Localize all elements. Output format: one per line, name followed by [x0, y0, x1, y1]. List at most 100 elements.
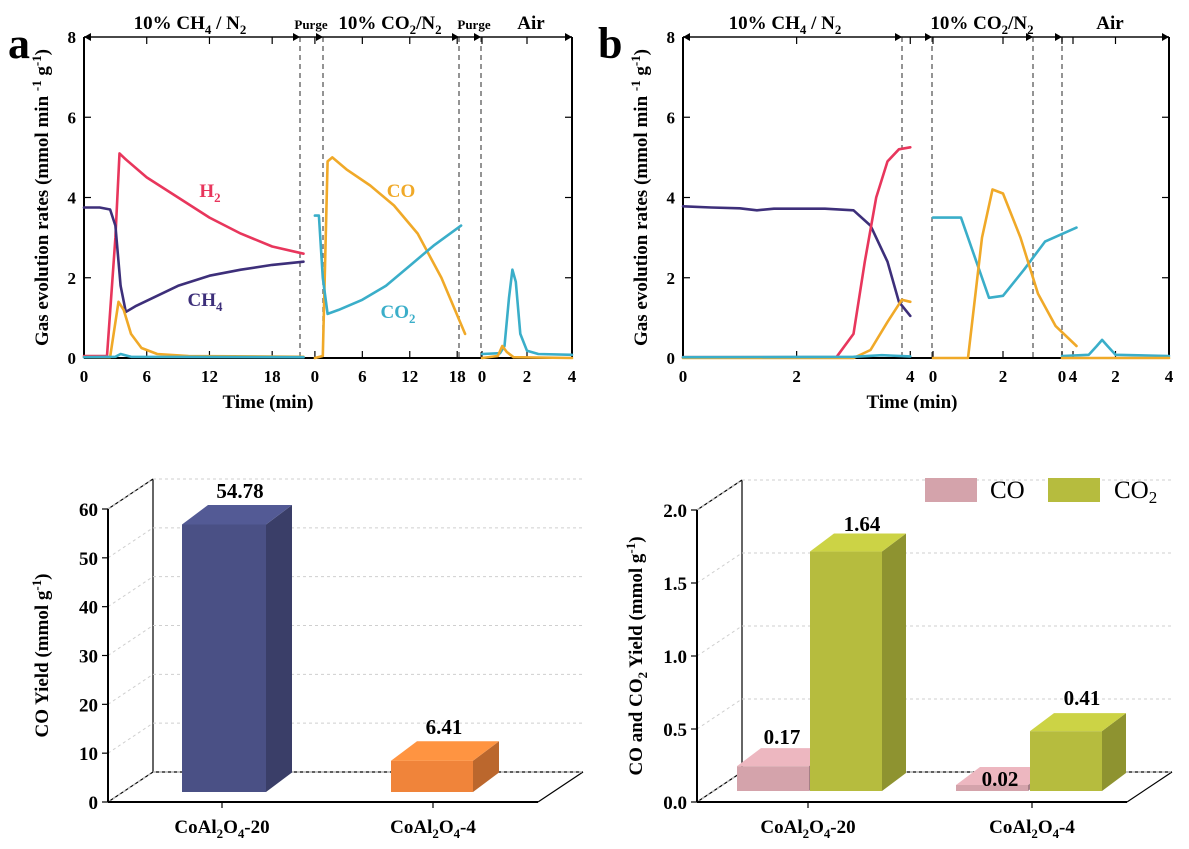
series-ch4-line	[681, 205, 912, 318]
x-tick-label: 4	[1069, 367, 1078, 386]
legend-label-co2: CO2	[1114, 477, 1157, 507]
y-tick-label: 20	[79, 695, 98, 716]
series-co2-line	[931, 216, 1078, 300]
top-depth-edge	[107, 478, 154, 510]
phase-arrowhead	[316, 33, 323, 41]
gridline-side	[696, 698, 743, 730]
bar-front-co	[956, 785, 1028, 791]
gridline-side	[107, 625, 154, 656]
category-label: CoAl2O4-20	[760, 817, 855, 841]
x-tick-label: 2	[523, 367, 532, 386]
series-co2-line	[1060, 338, 1171, 358]
gridline-side	[696, 552, 743, 584]
y-tick-label: 2.0	[663, 501, 687, 522]
phase-arrowhead	[452, 33, 459, 41]
x-tick-label: 18	[264, 367, 281, 386]
bar-top	[391, 741, 499, 761]
y-axis-label: Gas evolution rates (mmol min -1 g-1)	[29, 49, 53, 346]
bar-front-co	[391, 760, 473, 792]
bar-top	[956, 767, 1052, 785]
x-tick-label: 0	[929, 367, 938, 386]
phase-arrowhead	[293, 33, 300, 41]
bar-value-label: 0.41	[1064, 686, 1101, 710]
y-axis-label: CO Yield (mmol g-1)	[29, 574, 53, 738]
series-co2-line	[82, 352, 305, 359]
x-tick-label: 2	[999, 367, 1008, 386]
annotation-co2: CO2	[381, 302, 416, 326]
x-tick-label: 2	[792, 367, 801, 386]
phase-arrowhead	[683, 33, 690, 41]
x-tick-label: 0	[311, 367, 320, 386]
x-tick-label: 4	[906, 367, 915, 386]
floor-depth-edge-right	[537, 771, 584, 803]
y-tick-label: 0	[667, 349, 676, 368]
phase-arrowhead	[895, 33, 902, 41]
phase-label: Air	[517, 13, 545, 34]
bar-value-label: 0.17	[764, 725, 801, 749]
floor-depth-edge-right	[1126, 771, 1173, 803]
gridline-side	[107, 576, 154, 608]
category-label: CoAl2O4-20	[174, 817, 269, 841]
phase-arrowhead	[565, 33, 572, 41]
phase-label: 10% CO2/N2	[930, 13, 1033, 37]
series-co-line	[82, 300, 305, 359]
gridline-side	[107, 722, 154, 754]
bar-front-co2	[810, 551, 882, 791]
floor-depth-edge-left	[107, 771, 154, 803]
bar-top	[1030, 713, 1126, 732]
y-tick-label: 40	[79, 598, 98, 619]
bar-side	[1102, 713, 1126, 791]
y-tick-label: 30	[79, 647, 98, 668]
y-tick-label: 4	[68, 189, 77, 208]
series-co-line	[681, 298, 912, 360]
y-axis-label: Gas evolution rates (mmol min -1 g-1)	[628, 49, 652, 346]
phase-arrowhead	[1162, 33, 1169, 41]
y-tick-label: 8	[68, 28, 77, 47]
x-tick-label: 0	[478, 367, 487, 386]
panel-a: a 0 2 4 6 8 Gas evolution rates (mmol min -1 g…	[8, 13, 577, 413]
legend: CO CO2	[925, 477, 1157, 507]
bar-side	[473, 741, 499, 792]
x-tick-label: 4	[1165, 367, 1174, 386]
y-tick-label: 60	[79, 500, 98, 521]
bar-front-co	[182, 524, 266, 792]
x-tick-label: 0	[80, 367, 89, 386]
x-tick-label: 0	[679, 367, 688, 386]
bar-value-label: 54.78	[216, 479, 263, 503]
series-h2-line	[681, 146, 912, 359]
bar-top	[810, 533, 906, 552]
y-tick-label: 0.0	[663, 793, 687, 814]
gridline-side	[696, 625, 743, 657]
bar-side	[882, 533, 906, 791]
x-tick-label: 6	[142, 367, 151, 386]
x-tick-label: 12	[401, 367, 418, 386]
x-axis-label: Time (min)	[867, 392, 958, 413]
x-tick-label: 2	[1111, 367, 1120, 386]
panel-b: b 0 2 4 6 8 Gas evolution rates (mmol min -1 g…	[598, 13, 1174, 413]
panel-letter: b	[598, 19, 622, 68]
category-label: CoAl2O4-4	[989, 817, 1075, 841]
bar-side	[266, 504, 292, 792]
series-co-line	[480, 344, 574, 360]
annotation-h2: H2	[199, 181, 220, 205]
y-tick-label: 0.5	[663, 720, 687, 741]
y-tick-label: 4	[667, 189, 676, 208]
x-tick-label: 12	[201, 367, 218, 386]
bar-value-label: 0.02	[982, 767, 1019, 791]
top-depth-edge	[696, 479, 743, 511]
panel-letter: a	[8, 19, 30, 68]
y-tick-label: 1.5	[663, 574, 687, 595]
panel-c: 0 10 20 30 40 50 60 CO Yield (mmol g-1) CoAl2O4-…	[29, 478, 584, 841]
phase-label: Purge	[457, 17, 490, 32]
y-tick-label: 6	[68, 108, 77, 127]
x-tick-label: 0	[1058, 367, 1067, 386]
y-tick-label: 50	[79, 549, 98, 570]
legend-label-co: CO	[990, 477, 1025, 504]
legend-swatch-co2	[1048, 478, 1100, 502]
y-tick-label: 8	[667, 28, 676, 47]
category-label: CoAl2O4-4	[390, 817, 476, 841]
phase-arrowhead	[474, 33, 481, 41]
floor-depth-edge-left	[696, 771, 743, 803]
annotation-ch4: CH4	[188, 290, 224, 314]
